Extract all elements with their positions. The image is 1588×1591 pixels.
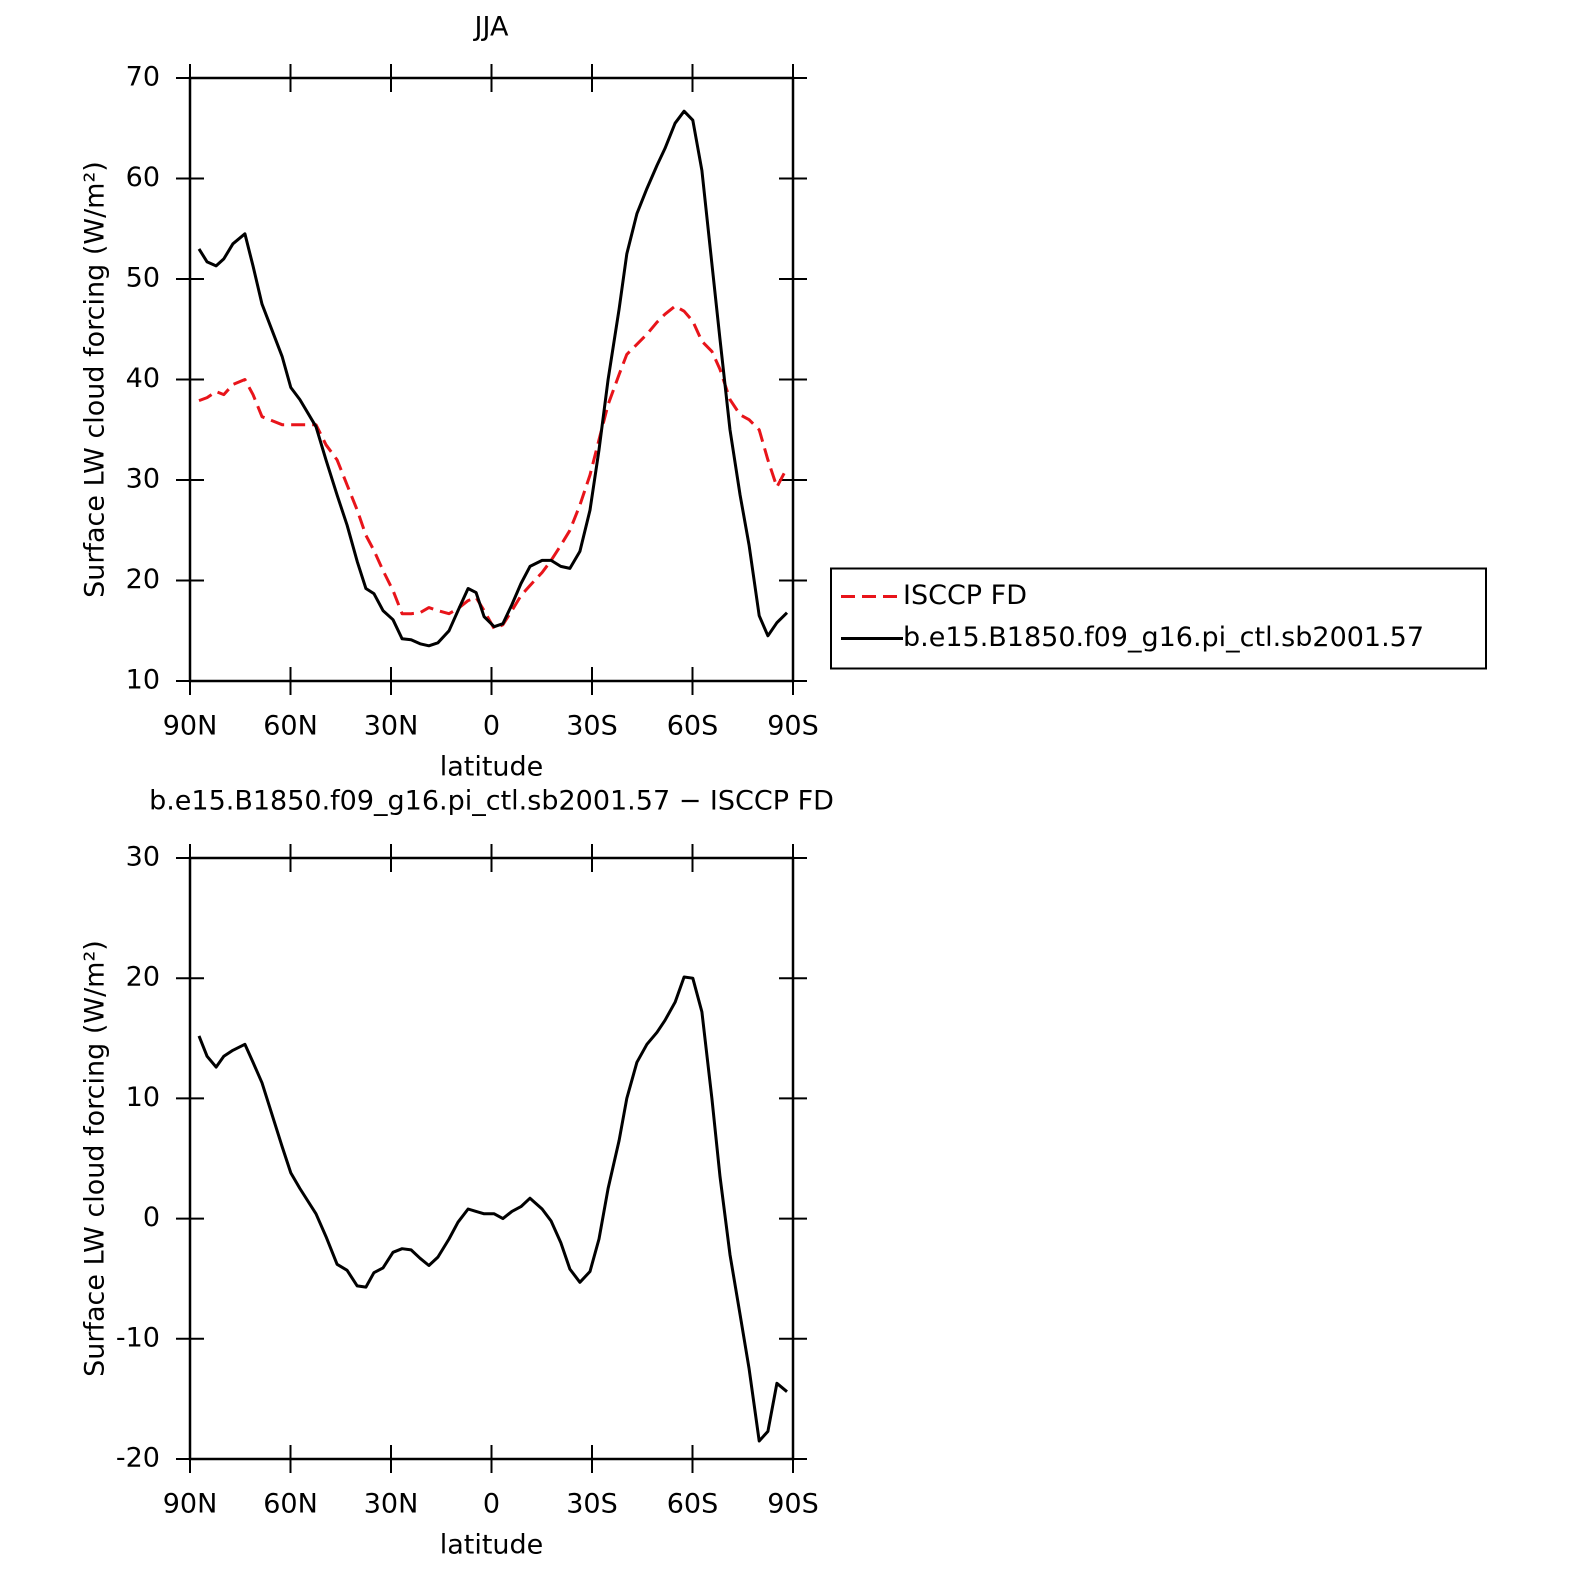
y-tick-label: 10 <box>126 665 160 696</box>
x-tick-label: 30S <box>566 711 618 742</box>
x-tick-label: 90N <box>163 711 218 742</box>
x-tick-label: 30N <box>364 1489 419 1520</box>
x-tick-label: 30S <box>566 1489 618 1520</box>
y-tick-label: 30 <box>126 842 160 873</box>
data-line <box>197 109 789 648</box>
y-tick-label: 60 <box>126 162 160 193</box>
x-tick-label: 60N <box>263 1489 318 1520</box>
x-axis-label: latitude <box>440 752 544 783</box>
x-tick-label: 30N <box>364 711 419 742</box>
y-tick-label: 10 <box>126 1082 160 1113</box>
y-tick-label: 0 <box>143 1202 160 1233</box>
x-tick-label: 60S <box>667 1489 719 1520</box>
plot-frame <box>188 856 795 1461</box>
x-tick-label: 0 <box>483 711 500 742</box>
legend-label: b.e15.B1850.f09_g16.pi_ctl.sb2001.57 <box>903 622 1424 653</box>
x-tick-label: 0 <box>483 1489 500 1520</box>
x-tick-label: 60N <box>263 711 318 742</box>
data-line <box>197 975 788 1443</box>
plot-frame <box>188 76 795 683</box>
legend-label: ISCCP FD <box>903 580 1027 611</box>
y-tick-label: -10 <box>116 1322 160 1353</box>
chart-title: b.e15.B1850.f09_g16.pi_ctl.sb2001.57 − I… <box>149 786 834 817</box>
x-tick-label: 60S <box>667 711 719 742</box>
x-tick-label: 90S <box>767 711 819 742</box>
y-tick-label: 40 <box>126 363 160 394</box>
x-tick-label: 90S <box>767 1489 819 1520</box>
y-tick-label: 20 <box>126 564 160 595</box>
y-axis-label: Surface LW cloud forcing (W/m²) <box>80 161 111 598</box>
y-tick-label: 70 <box>126 62 160 93</box>
y-tick-label: -20 <box>116 1443 160 1474</box>
y-tick-label: 30 <box>126 464 160 495</box>
y-axis-label: Surface LW cloud forcing (W/m²) <box>80 940 111 1377</box>
chart-title: JJA <box>473 12 509 43</box>
y-tick-label: 20 <box>126 962 160 993</box>
y-tick-label: 50 <box>126 263 160 294</box>
legend-box <box>830 567 1487 670</box>
x-tick-label: 90N <box>163 1489 218 1520</box>
x-axis-label: latitude <box>440 1530 544 1561</box>
data-line <box>198 304 789 631</box>
